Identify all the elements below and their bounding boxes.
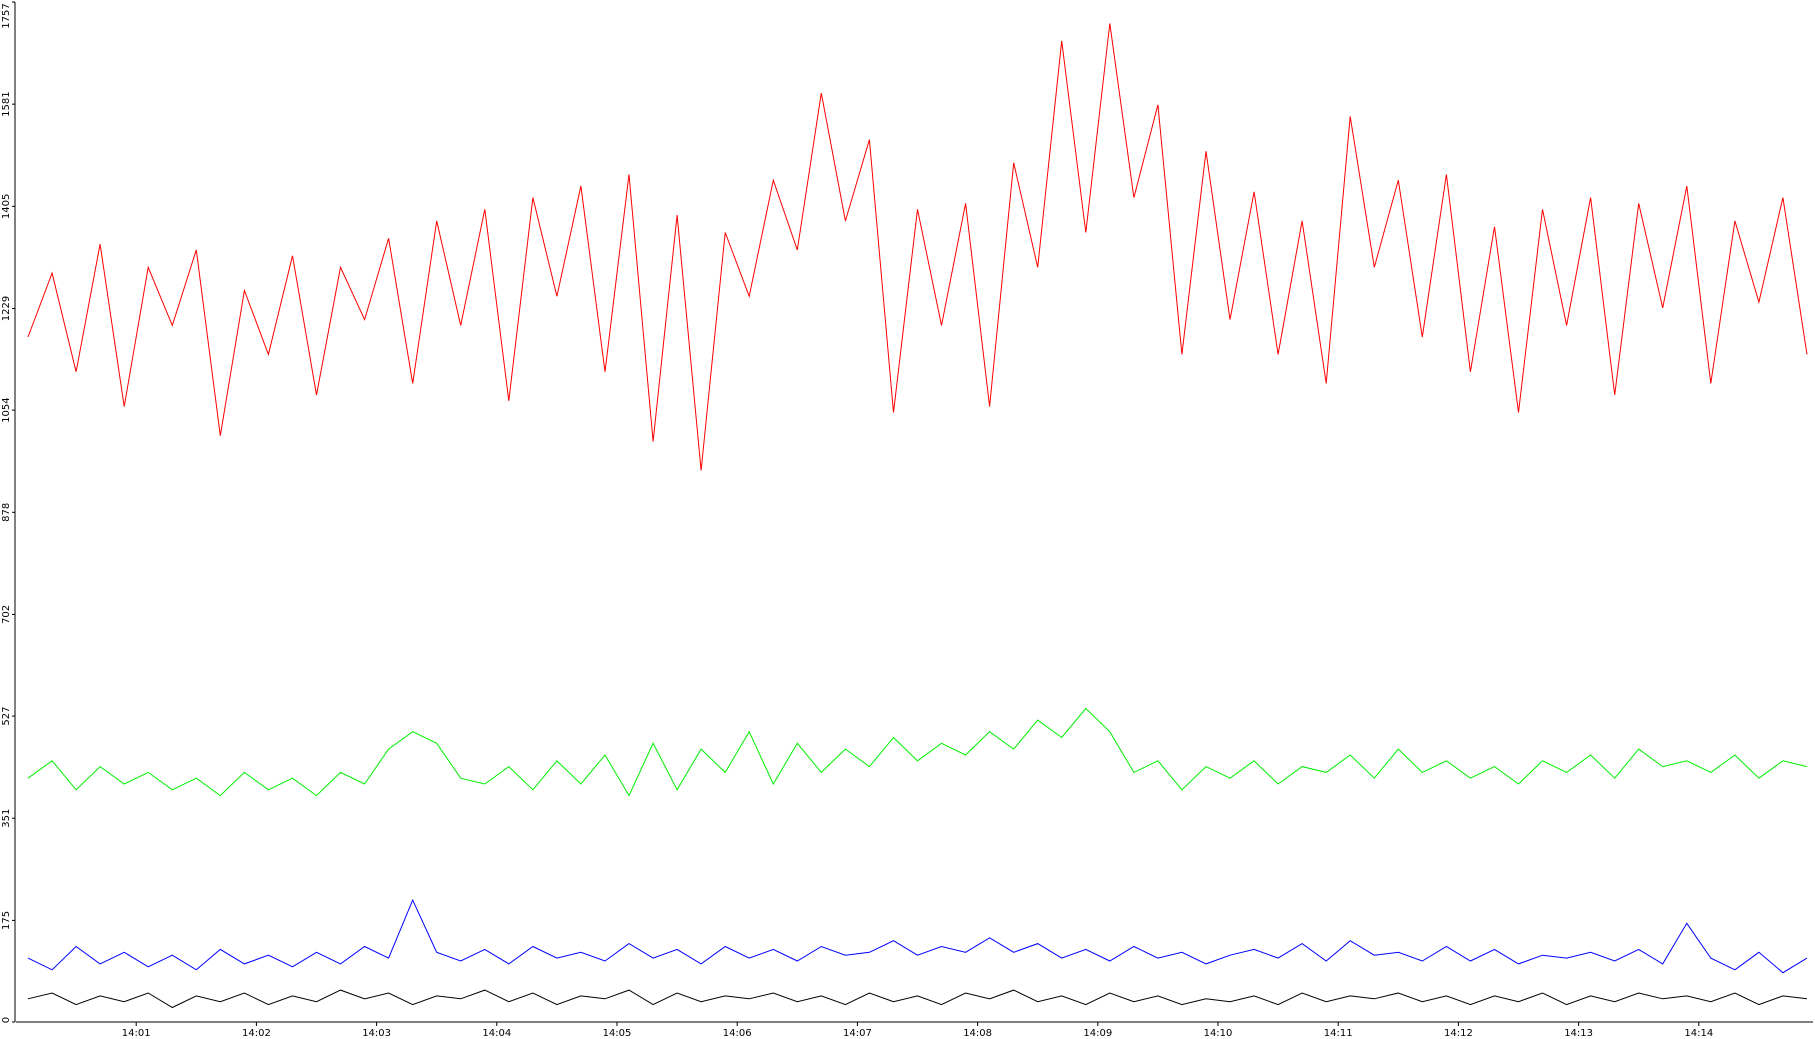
series-line	[27, 23, 1808, 471]
x-tick-label: 14:10	[1204, 1028, 1233, 1039]
x-tick-label: 14:02	[242, 1028, 271, 1039]
x-tick-label: 14:13	[1564, 1028, 1593, 1039]
x-tick-label: 14:01	[122, 1028, 151, 1039]
x-tick-label: 14:11	[1324, 1028, 1353, 1039]
x-tick-label: 14:03	[362, 1028, 391, 1039]
series-line	[27, 707, 1808, 797]
x-tick-label: 14:08	[963, 1028, 992, 1039]
series-line	[27, 898, 1808, 974]
y-tick-label: 1757	[1, 3, 12, 28]
series-line	[27, 989, 1808, 1009]
y-tick-label: 1229	[1, 296, 12, 321]
y-tick-label: 1405	[1, 194, 12, 219]
y-tick-label: 1581	[1, 91, 12, 116]
y-tick-label: 175	[1, 911, 12, 930]
y-tick-label: 1054	[1, 397, 12, 422]
x-tick-label: 14:06	[723, 1028, 752, 1039]
x-tick-label: 14:12	[1444, 1028, 1473, 1039]
x-tick-label: 14:04	[482, 1028, 511, 1039]
y-tick-label: 702	[1, 605, 12, 624]
x-tick-label: 14:05	[603, 1028, 632, 1039]
y-tick-label: 0	[1, 1017, 12, 1023]
x-tick-label: 14:09	[1083, 1028, 1112, 1039]
y-tick-label: 351	[1, 809, 12, 828]
y-tick-label: 527	[1, 707, 12, 726]
x-tick-label: 14:14	[1684, 1028, 1713, 1039]
y-tick-label: 878	[1, 503, 12, 522]
x-tick-label: 14:07	[843, 1028, 872, 1039]
